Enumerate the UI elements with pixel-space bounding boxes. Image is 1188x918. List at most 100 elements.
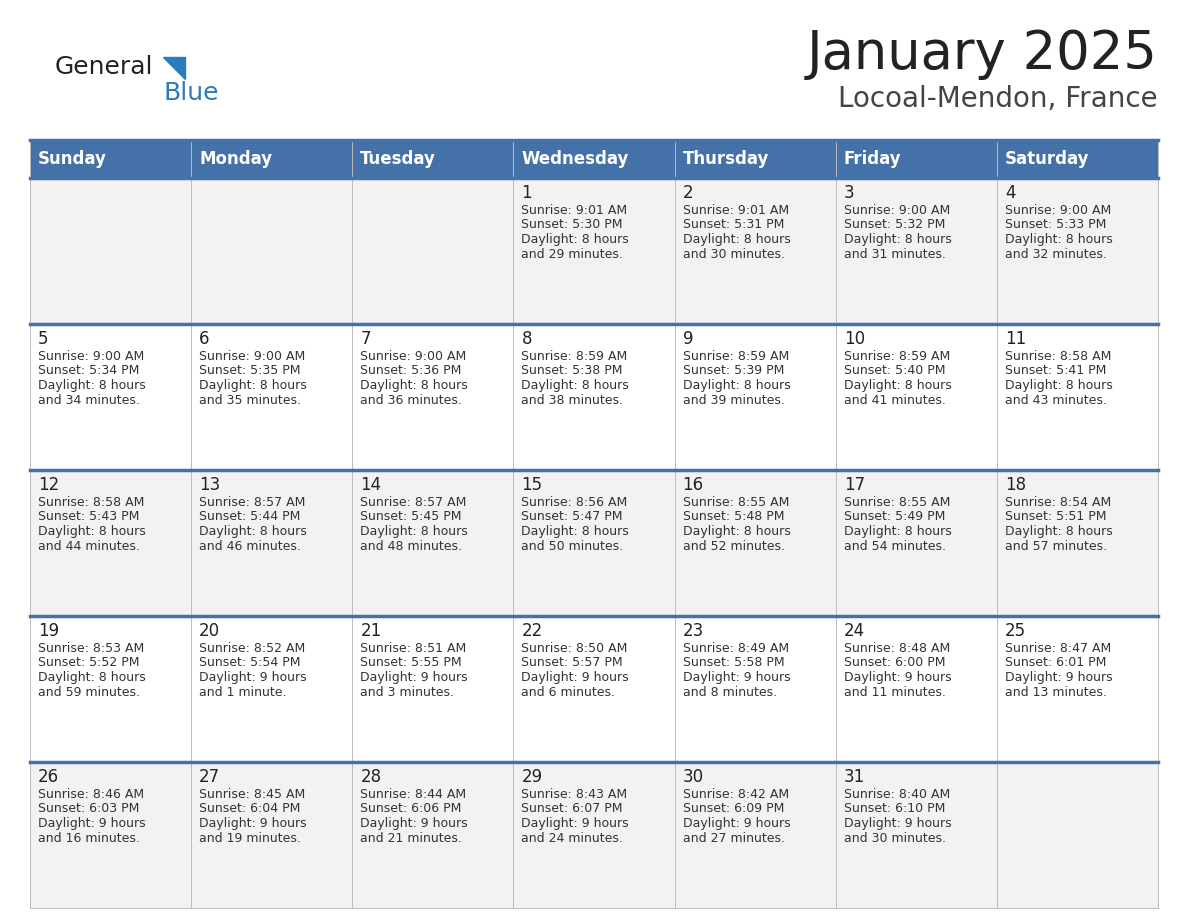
Text: Sunrise: 8:47 AM: Sunrise: 8:47 AM <box>1005 642 1111 655</box>
Bar <box>191 470 353 616</box>
Text: 28: 28 <box>360 768 381 786</box>
Text: Sunset: 6:01 PM: Sunset: 6:01 PM <box>1005 656 1106 669</box>
Text: Sunrise: 8:56 AM: Sunrise: 8:56 AM <box>522 496 627 509</box>
Text: Sunrise: 8:58 AM: Sunrise: 8:58 AM <box>1005 350 1111 363</box>
Bar <box>997 324 1158 470</box>
Text: 6: 6 <box>200 330 209 348</box>
Text: 26: 26 <box>38 768 59 786</box>
Text: Sunrise: 9:00 AM: Sunrise: 9:00 AM <box>360 350 467 363</box>
Text: Sunrise: 8:52 AM: Sunrise: 8:52 AM <box>200 642 305 655</box>
Text: and 6 minutes.: and 6 minutes. <box>522 686 615 699</box>
Bar <box>835 470 997 616</box>
Text: and 38 minutes.: and 38 minutes. <box>522 394 624 407</box>
Text: Daylight: 8 hours: Daylight: 8 hours <box>38 379 146 392</box>
Text: Sunrise: 9:00 AM: Sunrise: 9:00 AM <box>200 350 305 363</box>
Text: Sunset: 6:09 PM: Sunset: 6:09 PM <box>683 802 784 815</box>
Text: Sunset: 5:47 PM: Sunset: 5:47 PM <box>522 510 623 523</box>
Text: 16: 16 <box>683 476 703 494</box>
Text: Sunrise: 8:45 AM: Sunrise: 8:45 AM <box>200 788 305 801</box>
Text: and 1 minute.: and 1 minute. <box>200 686 286 699</box>
Text: Daylight: 8 hours: Daylight: 8 hours <box>38 671 146 684</box>
Text: Sunset: 5:35 PM: Sunset: 5:35 PM <box>200 364 301 377</box>
Bar <box>513 616 675 762</box>
Text: and 34 minutes.: and 34 minutes. <box>38 394 140 407</box>
Text: Sunset: 6:06 PM: Sunset: 6:06 PM <box>360 802 462 815</box>
Text: Sunrise: 8:59 AM: Sunrise: 8:59 AM <box>843 350 950 363</box>
Text: and 27 minutes.: and 27 minutes. <box>683 832 784 845</box>
Text: Friday: Friday <box>843 150 902 168</box>
Text: Sunrise: 8:44 AM: Sunrise: 8:44 AM <box>360 788 467 801</box>
Text: Sunset: 5:57 PM: Sunset: 5:57 PM <box>522 656 623 669</box>
Text: 13: 13 <box>200 476 221 494</box>
Text: Locoal-Mendon, France: Locoal-Mendon, France <box>839 85 1158 113</box>
Text: Sunset: 5:51 PM: Sunset: 5:51 PM <box>1005 510 1106 523</box>
Text: Daylight: 8 hours: Daylight: 8 hours <box>843 233 952 246</box>
Text: Sunrise: 9:00 AM: Sunrise: 9:00 AM <box>38 350 144 363</box>
Bar <box>835 324 997 470</box>
Text: Daylight: 8 hours: Daylight: 8 hours <box>1005 233 1113 246</box>
Text: 23: 23 <box>683 622 703 640</box>
Text: 7: 7 <box>360 330 371 348</box>
Text: Daylight: 9 hours: Daylight: 9 hours <box>683 671 790 684</box>
Text: and 29 minutes.: and 29 minutes. <box>522 248 624 261</box>
Text: Daylight: 9 hours: Daylight: 9 hours <box>200 817 307 830</box>
Bar <box>353 324 513 470</box>
Text: Sunrise: 8:55 AM: Sunrise: 8:55 AM <box>683 496 789 509</box>
Text: 25: 25 <box>1005 622 1026 640</box>
Bar <box>675 178 835 324</box>
Text: 15: 15 <box>522 476 543 494</box>
Text: 27: 27 <box>200 768 220 786</box>
Text: and 44 minutes.: and 44 minutes. <box>38 540 140 553</box>
Text: Sunrise: 8:55 AM: Sunrise: 8:55 AM <box>843 496 950 509</box>
Text: and 13 minutes.: and 13 minutes. <box>1005 686 1107 699</box>
Text: Sunset: 5:36 PM: Sunset: 5:36 PM <box>360 364 462 377</box>
Text: and 54 minutes.: and 54 minutes. <box>843 540 946 553</box>
Bar <box>191 178 353 324</box>
Text: 21: 21 <box>360 622 381 640</box>
Text: Saturday: Saturday <box>1005 150 1089 168</box>
Text: Sunset: 5:49 PM: Sunset: 5:49 PM <box>843 510 946 523</box>
Bar <box>30 762 191 908</box>
Text: and 21 minutes.: and 21 minutes. <box>360 832 462 845</box>
Bar <box>997 178 1158 324</box>
Text: Sunset: 6:07 PM: Sunset: 6:07 PM <box>522 802 623 815</box>
Bar <box>835 178 997 324</box>
Text: 11: 11 <box>1005 330 1026 348</box>
Text: Daylight: 8 hours: Daylight: 8 hours <box>360 525 468 538</box>
Text: and 57 minutes.: and 57 minutes. <box>1005 540 1107 553</box>
Text: Daylight: 8 hours: Daylight: 8 hours <box>360 379 468 392</box>
Bar <box>513 178 675 324</box>
Text: January 2025: January 2025 <box>807 28 1158 80</box>
Text: 10: 10 <box>843 330 865 348</box>
Text: and 41 minutes.: and 41 minutes. <box>843 394 946 407</box>
Text: and 24 minutes.: and 24 minutes. <box>522 832 624 845</box>
Text: Sunset: 5:33 PM: Sunset: 5:33 PM <box>1005 218 1106 231</box>
Bar <box>191 762 353 908</box>
Text: and 31 minutes.: and 31 minutes. <box>843 248 946 261</box>
Bar <box>997 470 1158 616</box>
Text: 1: 1 <box>522 184 532 202</box>
Bar <box>30 470 191 616</box>
Text: Sunrise: 9:01 AM: Sunrise: 9:01 AM <box>522 204 627 217</box>
Text: Sunset: 5:30 PM: Sunset: 5:30 PM <box>522 218 623 231</box>
Bar <box>997 762 1158 908</box>
Text: Sunrise: 8:48 AM: Sunrise: 8:48 AM <box>843 642 950 655</box>
Text: 3: 3 <box>843 184 854 202</box>
Text: Daylight: 8 hours: Daylight: 8 hours <box>683 233 790 246</box>
Text: Sunday: Sunday <box>38 150 107 168</box>
Text: Blue: Blue <box>163 81 219 105</box>
Bar <box>30 140 1158 178</box>
Text: and 52 minutes.: and 52 minutes. <box>683 540 784 553</box>
Bar <box>353 616 513 762</box>
Text: Sunrise: 8:57 AM: Sunrise: 8:57 AM <box>200 496 305 509</box>
Text: Sunset: 5:55 PM: Sunset: 5:55 PM <box>360 656 462 669</box>
Text: 22: 22 <box>522 622 543 640</box>
Bar <box>675 470 835 616</box>
Text: Daylight: 8 hours: Daylight: 8 hours <box>522 233 630 246</box>
Bar <box>353 762 513 908</box>
Bar <box>513 324 675 470</box>
Text: Sunset: 5:41 PM: Sunset: 5:41 PM <box>1005 364 1106 377</box>
Text: Sunset: 5:34 PM: Sunset: 5:34 PM <box>38 364 139 377</box>
Text: Sunrise: 9:01 AM: Sunrise: 9:01 AM <box>683 204 789 217</box>
Bar <box>191 324 353 470</box>
